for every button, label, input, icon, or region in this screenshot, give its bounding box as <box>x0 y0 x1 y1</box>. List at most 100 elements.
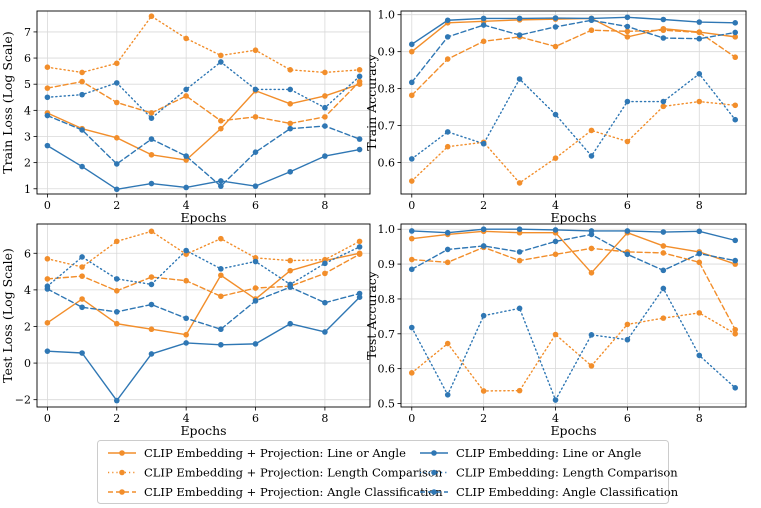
series-line-blue-dotted <box>46 61 361 119</box>
data-point <box>408 228 415 234</box>
x-tick-label: 8 <box>696 199 703 212</box>
data-point <box>480 226 487 233</box>
legend-entry-label: CLIP Embedding: Line or Angle <box>456 446 642 460</box>
x-tick-label: 2 <box>113 412 120 425</box>
series-line-orange-solid <box>411 230 736 274</box>
data-point <box>516 226 523 233</box>
data-point <box>732 34 739 40</box>
data-point <box>696 98 703 105</box>
legend: CLIP Embedding + Projection: Line or Ang… <box>97 440 679 504</box>
data-point <box>660 98 667 105</box>
data-point <box>516 387 523 394</box>
data-point <box>322 299 328 306</box>
data-point <box>113 276 120 282</box>
data-point <box>183 93 189 99</box>
data-point <box>322 69 328 76</box>
data-point <box>79 304 85 311</box>
x-tick-label: 2 <box>480 199 487 212</box>
data-point <box>480 22 487 28</box>
data-point <box>44 320 51 326</box>
series-line-blue-solid <box>411 228 736 242</box>
series-line-orange-dashed <box>46 253 361 297</box>
data-point <box>148 136 155 142</box>
data-point <box>79 69 85 76</box>
data-point <box>444 34 451 40</box>
data-point <box>287 67 294 73</box>
series-line-orange-dotted <box>411 312 736 392</box>
data-point <box>516 180 523 186</box>
data-point <box>183 157 189 163</box>
data-point <box>218 272 224 279</box>
data-point <box>148 326 155 333</box>
data-point <box>696 35 703 42</box>
chart-test-accuracy: 0 2 4 6 8 0.5 0.6 0.7 0.8 0.9 1.0 Epochs Test Accura… <box>364 223 747 438</box>
data-point <box>322 270 328 277</box>
data-point <box>408 48 415 55</box>
data-point <box>218 293 224 300</box>
x-tick-label: 0 <box>408 412 415 425</box>
series-line-orange-solid <box>46 83 361 161</box>
data-point <box>444 17 451 24</box>
data-point <box>408 370 415 376</box>
data-point <box>624 228 631 234</box>
data-point <box>252 258 259 265</box>
data-point <box>444 56 451 62</box>
data-point <box>113 309 120 315</box>
y-tick-label: 0.5 <box>378 398 396 411</box>
legend-entry-label: CLIP Embedding + Projection: Length Comp… <box>144 466 443 480</box>
data-point <box>356 146 363 153</box>
data-point <box>44 64 51 71</box>
data-point <box>218 235 224 242</box>
data-point <box>79 78 85 85</box>
data-point <box>696 19 703 25</box>
data-point <box>732 237 739 244</box>
data-point <box>480 38 487 45</box>
data-point <box>516 249 523 255</box>
data-point <box>252 298 259 304</box>
data-point <box>113 60 120 67</box>
data-point <box>356 78 363 85</box>
series-line-orange-dotted <box>46 230 361 268</box>
x-tick-label: 6 <box>624 199 631 212</box>
data-point <box>183 153 189 159</box>
data-point <box>624 98 631 105</box>
data-point <box>287 125 294 132</box>
data-point <box>148 301 155 308</box>
series-line-blue-solid <box>411 16 736 45</box>
data-point <box>696 228 703 235</box>
data-point <box>183 247 189 254</box>
data-point <box>696 352 703 359</box>
data-point <box>322 329 328 335</box>
data-point <box>480 312 487 319</box>
x-tick-label: 2 <box>113 199 120 212</box>
data-point <box>113 186 120 193</box>
data-point <box>252 114 259 120</box>
plot-frame <box>400 10 747 195</box>
data-point <box>624 251 631 258</box>
data-point <box>79 350 85 356</box>
series-line-blue-dashed <box>411 19 736 84</box>
data-point <box>183 331 189 338</box>
y-tick-label: 0.9 <box>378 46 396 59</box>
data-point <box>44 112 51 119</box>
y-tick-label: 0.9 <box>378 258 396 271</box>
chart-train-accuracy: 0 2 4 6 8 0.6 0.7 0.8 0.9 1.0 Epochs Train Accuracy <box>364 9 747 225</box>
data-point <box>588 332 595 338</box>
data-point <box>218 341 224 348</box>
data-point <box>183 184 189 191</box>
data-point <box>588 245 595 252</box>
data-point <box>696 29 703 36</box>
x-tick-label: 8 <box>321 412 328 425</box>
chart-test-loss: 0 2 4 6 8 −2 0 2 4 6 Epochs Test Loss (Log Scale) <box>0 223 371 438</box>
data-point <box>444 392 451 398</box>
data-point <box>660 267 667 274</box>
data-point <box>148 180 155 187</box>
data-point <box>552 238 559 245</box>
data-point <box>660 243 667 249</box>
legend-swatch-marker <box>431 489 437 495</box>
x-tick-label: 4 <box>183 199 190 212</box>
data-point <box>732 20 739 26</box>
data-point <box>696 259 703 266</box>
data-point <box>732 54 739 61</box>
data-point <box>218 59 224 65</box>
